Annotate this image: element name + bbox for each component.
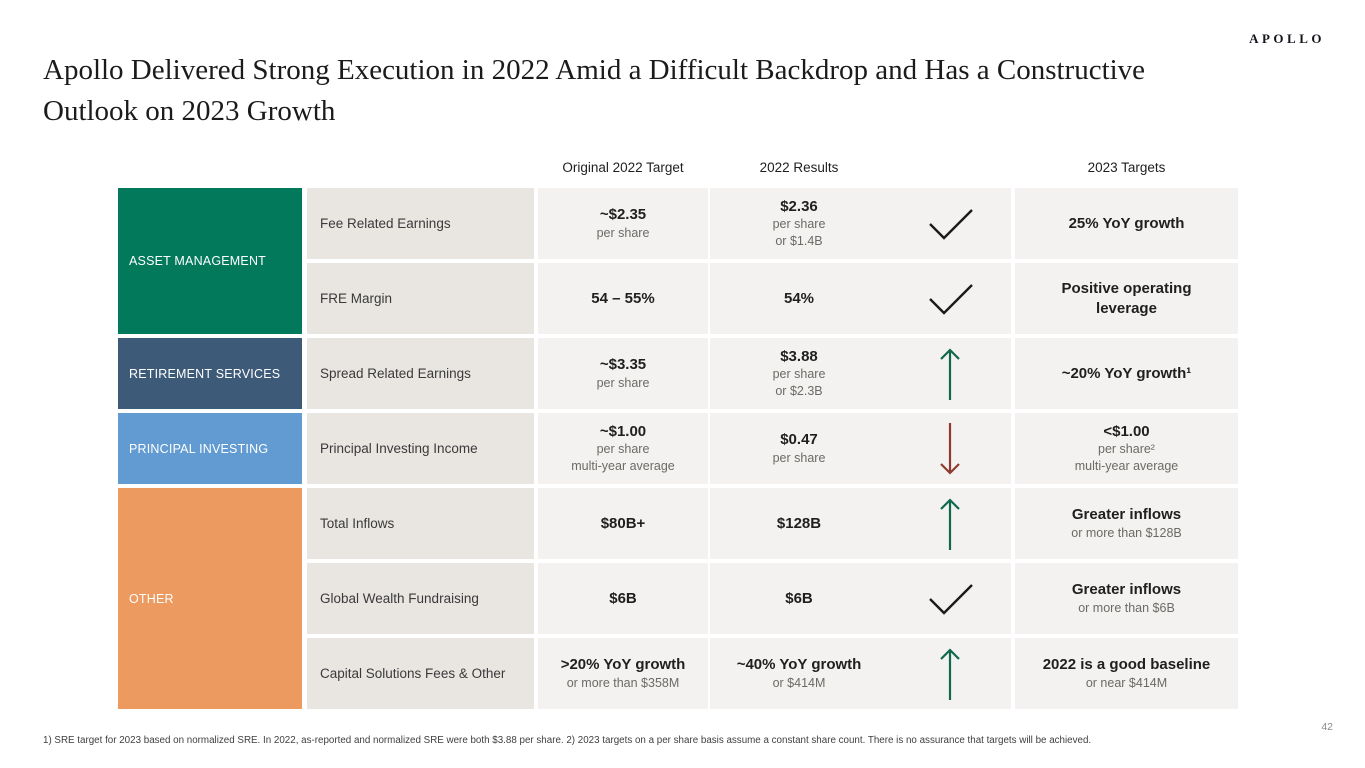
outlook-2023-value: 2022 is a good baseline or near $414M <box>1015 638 1238 709</box>
value-sub: per share <box>596 442 650 457</box>
result-value: $128B <box>710 488 888 559</box>
check-icon <box>928 583 973 615</box>
check-icon <box>928 283 973 315</box>
status-symbol <box>888 488 1011 559</box>
status-symbol <box>888 563 1011 634</box>
page-title: Apollo Delivered Strong Execution in 202… <box>43 54 1146 128</box>
column-header-2023-targets: 2023 Targets <box>1087 159 1166 175</box>
original-target-value: ~$1.00 per share multi-year average <box>538 413 708 484</box>
original-target-value: >20% YoY growth or more than $358M <box>538 638 708 709</box>
check-icon <box>928 208 973 240</box>
value-sub: or more than $358M <box>566 675 680 690</box>
result-value: ~40% YoY growth or $414M <box>710 638 888 709</box>
up-arrow-icon <box>939 497 960 550</box>
value-sub: or more than $6B <box>1078 600 1175 615</box>
category-retirement-services: RETIREMENT SERVICES <box>118 338 302 409</box>
result-value: $3.88 per share or $2.3B <box>710 338 888 409</box>
original-target-value: $6B <box>538 563 708 634</box>
result-value: 54% <box>710 263 888 334</box>
result-value: $2.36 per share or $1.4B <box>710 188 888 259</box>
value-sub: per share <box>772 367 826 382</box>
value-sub: or $2.3B <box>775 384 823 399</box>
original-target-value: ~$3.35 per share <box>538 338 708 409</box>
value-main: ~40% YoY growth <box>736 656 862 674</box>
value-main: Greater inflows <box>1071 506 1182 524</box>
results-table: Original 2022 Target 2022 Results 2023 T… <box>118 150 1238 709</box>
value-main: ~$1.00 <box>599 422 647 440</box>
value-sub: or $414M <box>772 675 826 690</box>
metric-label: Spread Related Earnings <box>307 338 534 409</box>
value-main: $0.47 <box>780 431 818 449</box>
outlook-2023-value: Greater inflows or more than $6B <box>1015 563 1238 634</box>
value-main: 54% <box>783 289 815 307</box>
metric-label: Global Wealth Fundraising <box>307 563 534 634</box>
status-symbol <box>888 338 1011 409</box>
value-main: ~$2.35 <box>599 206 647 224</box>
outlook-2023-value: <$1.00 per share² multi-year average <box>1015 413 1238 484</box>
category-principal-investing: PRINCIPAL INVESTING <box>118 413 302 484</box>
value-sub: per share <box>596 375 650 390</box>
down-arrow-icon <box>939 422 960 475</box>
original-target-value: 54 – 55% <box>538 263 708 334</box>
value-sub: or near $414M <box>1085 675 1168 690</box>
value-sub: per share <box>596 225 650 240</box>
outlook-2023-value: ~20% YoY growth¹ <box>1015 338 1238 409</box>
value-main: $128B <box>776 514 822 532</box>
value-sub: per share² <box>1098 442 1155 457</box>
outlook-2023-value: 25% YoY growth <box>1015 188 1238 259</box>
value-sub: multi-year average <box>571 459 675 474</box>
original-target-value: ~$2.35 per share <box>538 188 708 259</box>
value-main: 2022 is a good baseline <box>1042 656 1211 674</box>
value-main: $6B <box>609 589 637 607</box>
outlook-2023-value: Positive operating leverage <box>1015 263 1238 334</box>
value-sub: multi-year average <box>1074 459 1179 474</box>
metric-label: Capital Solutions Fees & Other <box>307 638 534 709</box>
status-symbol <box>888 638 1011 709</box>
value-main: Positive operating leverage <box>1061 280 1192 317</box>
footnote: 1) SRE target for 2023 based on normaliz… <box>43 735 1092 746</box>
value-main: $6B <box>785 589 813 607</box>
status-symbol <box>888 188 1011 259</box>
value-sub: per share <box>772 217 826 232</box>
metric-label: Principal Investing Income <box>307 413 534 484</box>
value-main: $3.88 <box>780 347 818 365</box>
category-asset-management: ASSET MANAGEMENT <box>118 188 302 334</box>
value-sub: or more than $128B <box>1071 525 1182 540</box>
original-target-value: $80B+ <box>538 488 708 559</box>
metric-label: Fee Related Earnings <box>307 188 534 259</box>
status-symbol <box>888 413 1011 484</box>
value-main: 25% YoY growth <box>1068 214 1185 232</box>
value-main: 54 – 55% <box>591 289 655 307</box>
category-other: OTHER <box>118 488 302 709</box>
value-main: ~$3.35 <box>599 356 647 374</box>
value-main: >20% YoY growth <box>560 656 686 674</box>
metric-label: FRE Margin <box>307 263 534 334</box>
outlook-2023-value: Greater inflows or more than $128B <box>1015 488 1238 559</box>
value-sub: per share <box>772 450 826 465</box>
status-symbol <box>888 263 1011 334</box>
value-main: Greater inflows <box>1071 581 1182 599</box>
apollo-logo: APOLLO <box>1249 31 1325 46</box>
value-main: $80B+ <box>600 514 646 532</box>
value-main: <$1.00 <box>1103 422 1150 440</box>
column-header-original-2022-target: Original 2022 Target <box>562 159 684 175</box>
value-main: ~20% YoY growth¹ <box>1061 364 1192 382</box>
metric-label: Total Inflows <box>307 488 534 559</box>
result-value: $6B <box>710 563 888 634</box>
page-number: 42 <box>1321 721 1333 733</box>
value-main: $2.36 <box>780 197 818 215</box>
column-header-2022-results: 2022 Results <box>759 159 839 175</box>
up-arrow-icon <box>939 347 960 400</box>
value-sub: or $1.4B <box>775 234 823 249</box>
result-value: $0.47 per share <box>710 413 888 484</box>
up-arrow-icon <box>939 647 960 700</box>
